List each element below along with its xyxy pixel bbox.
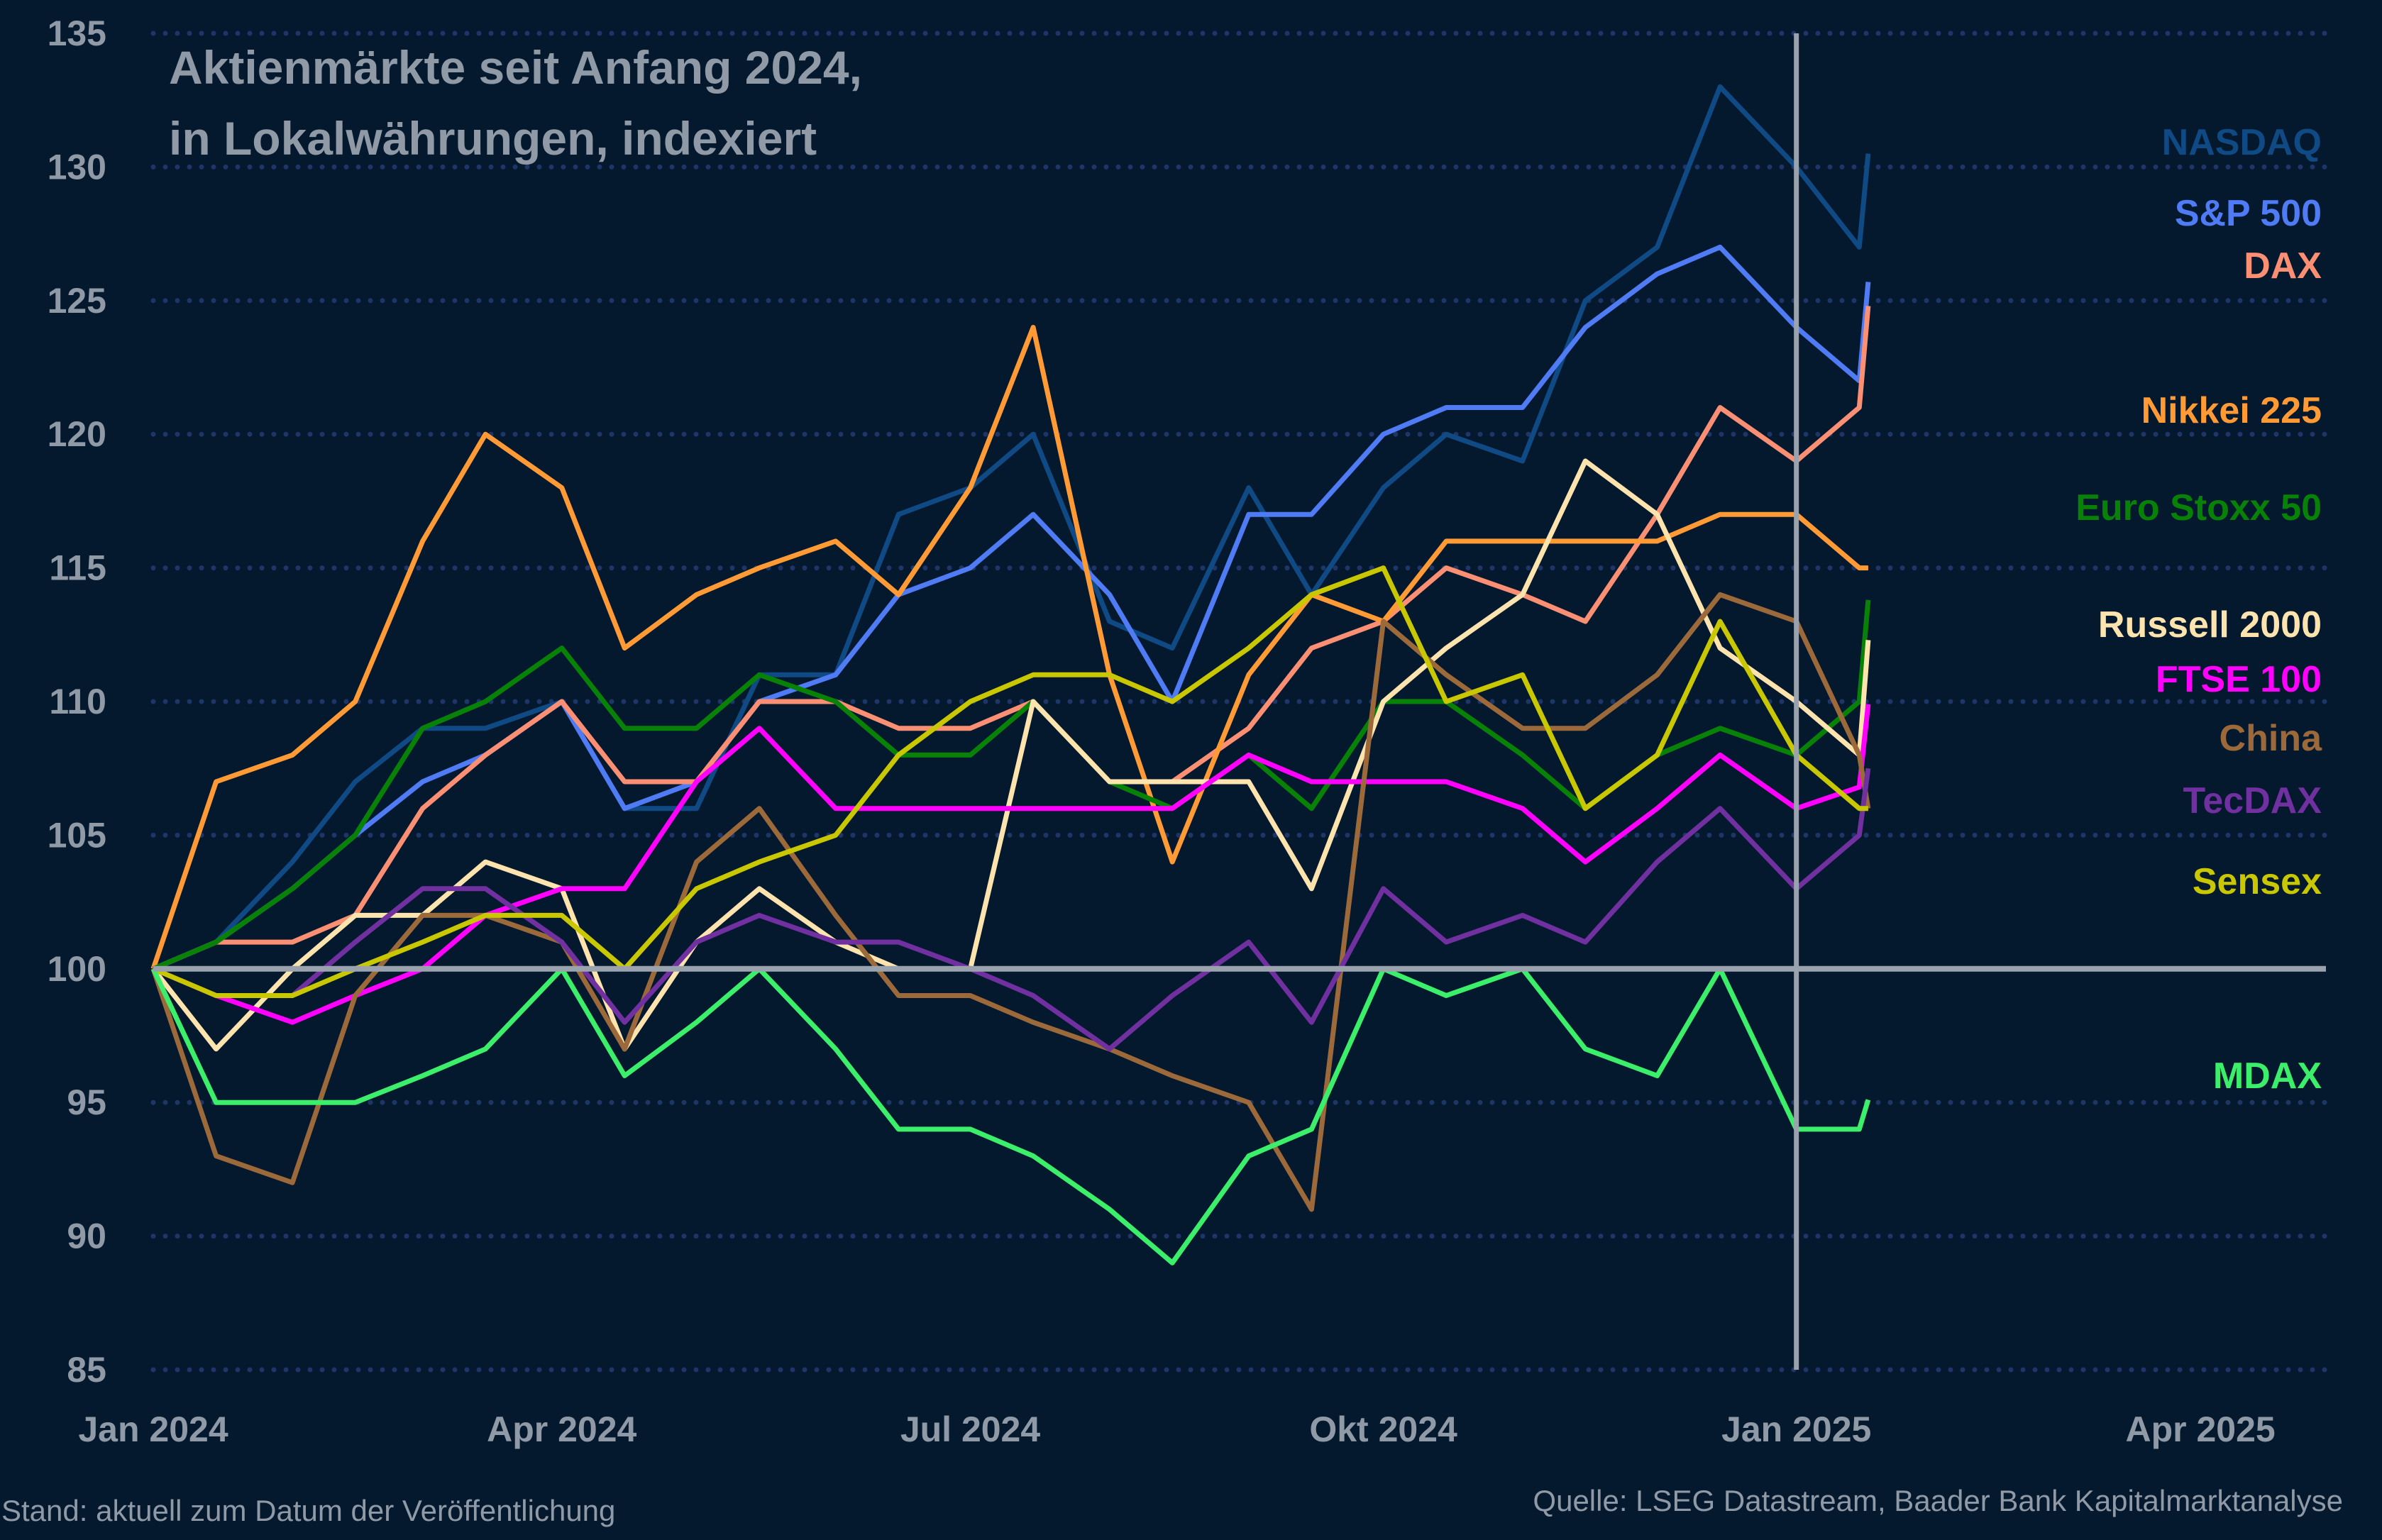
series-label: Euro Stoxx 50 [2075, 487, 2322, 528]
y-tick-label: 90 [67, 1217, 106, 1256]
series-label: China [2220, 718, 2323, 759]
y-tick-label: 110 [49, 682, 106, 721]
series-line-ftse-100 [152, 704, 1871, 1025]
x-tick-label: Okt 2024 [1309, 1409, 1457, 1449]
series-label: Nikkei 225 [2141, 390, 2322, 431]
x-tick-label: Apr 2025 [2125, 1409, 2275, 1449]
series-line-dax [152, 305, 1871, 972]
x-tick-label: Jul 2024 [900, 1409, 1041, 1449]
y-tick-label: 100 [48, 949, 106, 989]
y-tick-label: 105 [48, 815, 106, 855]
y-tick-label: 95 [67, 1082, 106, 1122]
series-line-nikkei-225 [150, 325, 1868, 970]
series-line-mdax [150, 966, 1871, 1265]
series-line-nasdaq [152, 84, 1871, 972]
series-label: TecDAX [2183, 780, 2322, 821]
y-tick-label: 130 [48, 147, 106, 187]
series-label: MDAX [2213, 1056, 2322, 1097]
y-tick-label: 120 [48, 414, 106, 454]
series-label: FTSE 100 [2156, 659, 2322, 700]
footer-stand: Stand: aktuell zum Datum der Veröffentli… [1, 1494, 615, 1527]
x-tick-label: Apr 2024 [487, 1409, 636, 1449]
chart-subtitle: in Lokalwährungen, indexiert [169, 112, 817, 165]
x-axis: Jan 2024 Apr 2024 Jul 2024 Okt 2024 Jan 2025… [78, 1409, 2275, 1449]
series-line-china [150, 592, 1871, 1212]
series-label: Russell 2000 [2098, 604, 2322, 646]
chart-title: Aktienmärkte seit Anfang 2024, [169, 41, 862, 94]
y-tick-label: 85 [67, 1350, 106, 1390]
series-label: NASDAQ [2162, 122, 2322, 163]
series-lines [150, 84, 1871, 1265]
series-line-russell-2000 [151, 458, 1871, 1052]
series-label: Sensex [2193, 861, 2322, 902]
series-line-sensex [152, 565, 1868, 998]
y-tick-label: 115 [49, 548, 106, 588]
series-line-s-p-500 [152, 244, 1871, 972]
reference-lines [153, 33, 2326, 1370]
x-tick-label: Jan 2025 [1721, 1409, 1871, 1449]
y-tick-label: 125 [48, 281, 106, 321]
x-tick-label: Jan 2024 [78, 1409, 228, 1449]
y-axis: 135 130 125 120 115 110 105 100 95 90 85 [48, 13, 106, 1390]
series-label: S&P 500 [2175, 193, 2322, 234]
y-tick-label: 135 [48, 13, 106, 53]
series-label: DAX [2244, 245, 2322, 287]
footer-source: Quelle: LSEG Datastream, Baader Bank Kap… [1533, 1484, 2343, 1517]
series-line-tecdax [152, 768, 1871, 1052]
series-labels: NASDAQ S&P 500 DAX Nikkei 225 Euro Stoxx 50 R… [2075, 122, 2322, 1097]
